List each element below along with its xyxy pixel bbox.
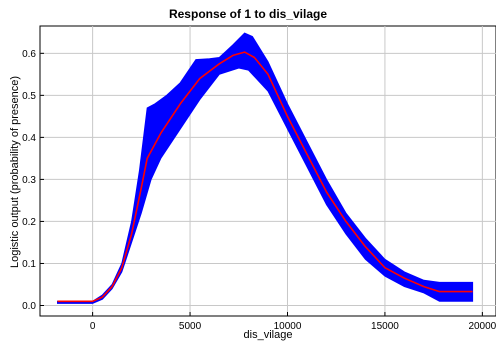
y-tick-label: 0.5 <box>22 91 36 102</box>
x-tick-label: 15000 <box>371 321 399 332</box>
chart-title: Response of 1 to dis_vilage <box>168 7 328 21</box>
y-axis-label: Logistic output (probability of presence… <box>9 76 21 268</box>
mean-response-line <box>57 51 473 303</box>
y-tick-label: 0.6 <box>22 49 36 60</box>
axis-ticks: 0 5000 10000 15000 20000 0.0 0.1 0.2 0.3 0.4 0.5 0.… <box>22 49 496 332</box>
plot-frame <box>39 25 496 317</box>
x-tick-label: 20000 <box>468 321 496 332</box>
confidence-band-area <box>57 32 474 304</box>
y-tick-label: 0.3 <box>22 175 36 186</box>
y-tick-label: 0.0 <box>22 301 36 312</box>
series-lines <box>57 51 473 303</box>
x-tick-label: 10000 <box>274 321 302 332</box>
y-tick-label: 0.2 <box>22 217 36 228</box>
y-tick-label: 0.1 <box>22 259 36 270</box>
confidence-band <box>57 32 474 304</box>
x-tick-label: 0 <box>90 321 96 332</box>
x-tick-label: 5000 <box>179 321 202 332</box>
y-tick-label: 0.4 <box>22 133 36 144</box>
x-axis-label: dis_vilage <box>243 329 293 341</box>
grid-lines <box>40 26 496 316</box>
